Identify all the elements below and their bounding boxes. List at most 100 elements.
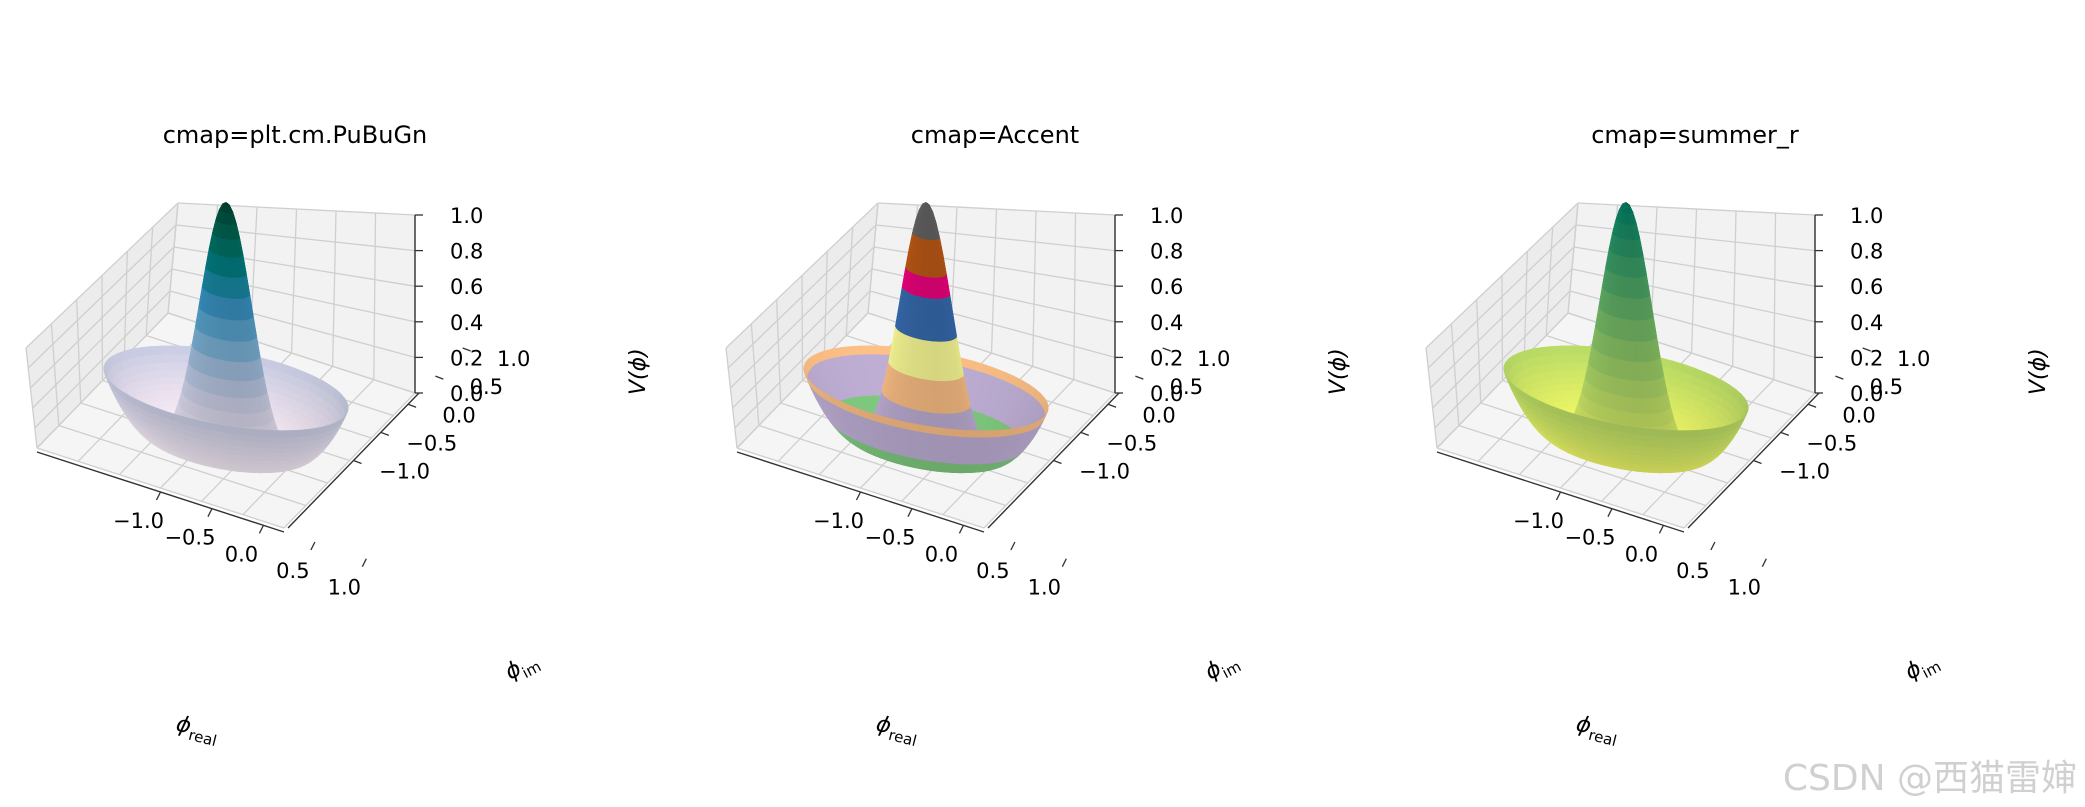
x-tick (907, 508, 913, 517)
surface-patch (266, 430, 281, 438)
surface-patch (927, 396, 933, 414)
grid-line (332, 210, 337, 367)
x-tick (1061, 558, 1067, 567)
grid-line (32, 268, 173, 409)
surface-patch (276, 436, 290, 444)
surface-patch (862, 354, 876, 364)
grid-line (177, 202, 416, 216)
surface-patch (970, 456, 983, 462)
surface-patch (942, 427, 957, 437)
surface-patch (922, 396, 928, 413)
x-tick (1010, 541, 1016, 551)
z-tick-label: 0.0 (450, 382, 483, 406)
surface-patch (231, 397, 238, 414)
surface-patch (971, 452, 985, 458)
surface-patch (222, 411, 229, 427)
grid-line (801, 275, 804, 381)
grid-line (290, 208, 298, 354)
z-tick-label: 0.2 (1150, 346, 1183, 370)
y-tick-label: 0.0 (442, 403, 475, 427)
x-tick (258, 525, 264, 534)
surface-patch (1571, 345, 1586, 356)
z-axis-label: V(ϕ) (626, 348, 651, 395)
surface-patch (907, 408, 915, 424)
y-axis-label: ϕim (1201, 648, 1244, 689)
surface-patch (207, 408, 215, 424)
x-tick-label: 0.5 (976, 559, 1009, 583)
z-tick-label: 1.0 (1150, 204, 1183, 228)
x-axis-label-subscript: real (187, 726, 219, 750)
grid-line (1501, 275, 1504, 381)
surface-patch (1573, 354, 1587, 364)
grid-line (145, 227, 154, 336)
z-tick-label: 0.6 (450, 275, 483, 299)
y-tick-label: 1.0 (1197, 347, 1230, 371)
x-tick-label: 0.0 (925, 542, 958, 566)
surface-patch (964, 442, 978, 449)
x-tick (310, 541, 316, 551)
x-tick-label: −1.0 (813, 509, 864, 533)
grid-line (167, 202, 179, 314)
x-tick-label: −1.0 (113, 509, 164, 533)
surface-patch (271, 452, 285, 458)
surface-patch (227, 379, 233, 399)
surface-patch (260, 456, 273, 462)
y-tick (353, 459, 362, 465)
surface-patch (231, 412, 238, 428)
x-tick-label: 0.0 (225, 542, 258, 566)
surface-patch (909, 393, 916, 411)
x-tick (207, 508, 213, 517)
y-axis-label-subscript: im (519, 657, 544, 682)
surface-patch (226, 360, 232, 382)
x-tick-label: 1.0 (328, 576, 361, 600)
surface-patch (277, 430, 292, 438)
z-tick-label: 0.0 (1150, 382, 1183, 406)
grid-line (25, 202, 179, 349)
chart-panel-2: cmap=Accent−1.0−0.50.00.51.0−1.0−0.50.00… (725, 121, 1351, 751)
x-tick (361, 558, 367, 567)
grid-line (283, 392, 416, 529)
surface-patch (274, 442, 288, 449)
surface-patch (226, 298, 231, 321)
y-tick (1053, 459, 1062, 465)
x-tick (155, 491, 162, 501)
surface-patch (226, 319, 231, 342)
surface-patch (927, 379, 933, 399)
surface-patch (873, 354, 887, 364)
x-axis-label: ϕreal (873, 712, 922, 751)
surface-patch (931, 397, 938, 414)
surface-patch (931, 412, 938, 428)
surface-patch (173, 354, 187, 364)
surface-patch (1560, 345, 1575, 356)
z-tick-label: 0.8 (450, 240, 483, 264)
y-tick-label: 1.0 (497, 347, 530, 371)
grid-line (373, 212, 377, 380)
chart-panel-3: cmap=summer_r−1.0−0.50.00.51.0−1.0−0.50.… (1425, 121, 2051, 750)
chart-title: cmap=plt.cm.PuBuGn (163, 121, 428, 149)
y-tick-label: −0.5 (1106, 431, 1157, 455)
surface (103, 202, 349, 474)
surface-patch (264, 442, 278, 449)
surface-patch (162, 354, 176, 364)
z-tick-label: 0.4 (450, 311, 483, 335)
z-tick-label: 0.2 (450, 346, 483, 370)
surface-patch (273, 447, 286, 454)
surface-patch (961, 452, 975, 458)
x-tick-label: 0.5 (276, 559, 309, 583)
x-tick-label: 1.0 (1028, 576, 1061, 600)
surface-patch (1562, 354, 1576, 364)
grid-line (123, 251, 128, 359)
surface-patch (965, 436, 979, 444)
surface-patch (922, 379, 928, 398)
surface-patch (222, 379, 228, 398)
surface-patch (954, 429, 969, 438)
surface-patch (1574, 362, 1588, 372)
grid-line (76, 299, 82, 404)
surface-patch (871, 345, 886, 356)
y-tick-label: −1.0 (1079, 460, 1130, 484)
surface-patch (926, 340, 932, 363)
surface-patch (229, 426, 244, 436)
grid-line (25, 347, 38, 449)
surface-patch (976, 436, 990, 444)
